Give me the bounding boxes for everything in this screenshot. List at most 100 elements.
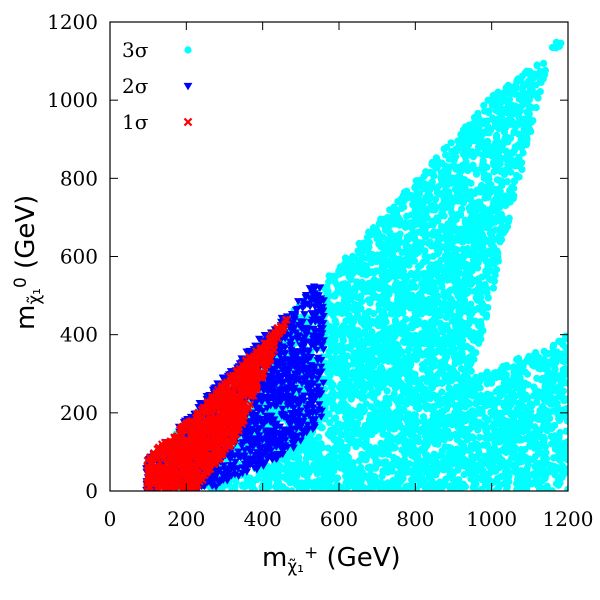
data-point [358,450,366,459]
data-point [436,342,444,350]
data-point [426,374,434,382]
data-point [438,451,446,460]
data-point [473,440,481,449]
data-point [535,364,543,373]
data-point [354,247,362,255]
data-point [333,282,342,290]
data-point [331,306,339,314]
data-point [315,433,323,441]
data-point [557,380,565,388]
data-point [370,405,378,414]
data-point [400,468,408,476]
data-point [398,348,406,356]
data-point [523,482,531,490]
data-point [461,290,469,298]
data-point [533,61,541,69]
data-point [536,87,544,96]
data-point [332,414,340,422]
data-point [471,127,479,135]
data-point [472,170,481,178]
data-point [556,428,564,437]
data-point [459,300,467,308]
data-point [546,400,555,408]
data-point [300,470,308,478]
data-point [461,186,470,194]
data-point [413,425,421,433]
data-point [458,431,466,439]
data-point [337,483,345,491]
data-point [480,235,488,243]
data-point [450,476,459,484]
data-point [487,256,496,265]
data-point [468,261,476,269]
data-point [440,212,448,220]
data-point [521,445,529,454]
data-point [356,361,365,370]
data-point [563,349,568,357]
data-point [394,486,402,491]
data-point [549,407,557,415]
data-point [365,369,373,377]
data-point [341,358,349,366]
data-point [444,443,452,452]
data-point [444,337,452,345]
data-point [488,101,496,109]
data-point [440,274,448,282]
data-point [300,480,309,488]
data-point [364,464,372,472]
data-point [273,470,281,479]
data-points [142,38,568,491]
data-point [375,376,383,384]
data-point [515,381,523,389]
data-point [368,430,376,439]
data-point [394,213,402,221]
data-point [562,365,568,374]
data-point [400,430,408,438]
data-point [355,427,364,435]
data-point [238,482,247,490]
data-point [474,451,482,460]
data-point [381,317,389,325]
data-point [349,315,357,323]
data-point [425,287,433,296]
data-point [502,361,511,370]
data-point [347,342,355,351]
data-point [375,479,384,487]
data-point [417,261,425,270]
data-point [480,101,488,110]
data-point [480,128,488,136]
data-point [345,412,353,420]
data-point [366,380,374,388]
data-point [418,287,426,295]
data-point [310,461,318,469]
data-point [522,141,530,149]
data-point [533,426,541,434]
data-point [431,195,440,204]
data-point [535,388,543,396]
data-point [427,203,435,211]
data-point [477,321,485,330]
data-point [283,467,291,475]
data-point [539,422,548,430]
data-point [343,281,352,289]
data-point [520,115,528,123]
data-point [457,252,466,261]
data-point [371,451,379,459]
data-point [455,187,463,195]
data-point [534,94,542,102]
data-point [372,257,380,266]
data-point [315,456,324,464]
data-point [415,382,424,390]
data-point [564,485,568,491]
data-point [414,274,422,282]
data-point [472,480,480,488]
data-point [449,262,457,270]
data-point [427,220,435,229]
data-point [485,455,493,463]
data-point [422,170,430,178]
data-point [324,430,333,438]
data-point [399,474,407,483]
data-point [411,392,420,401]
data-point [500,402,508,410]
data-point [436,319,445,328]
